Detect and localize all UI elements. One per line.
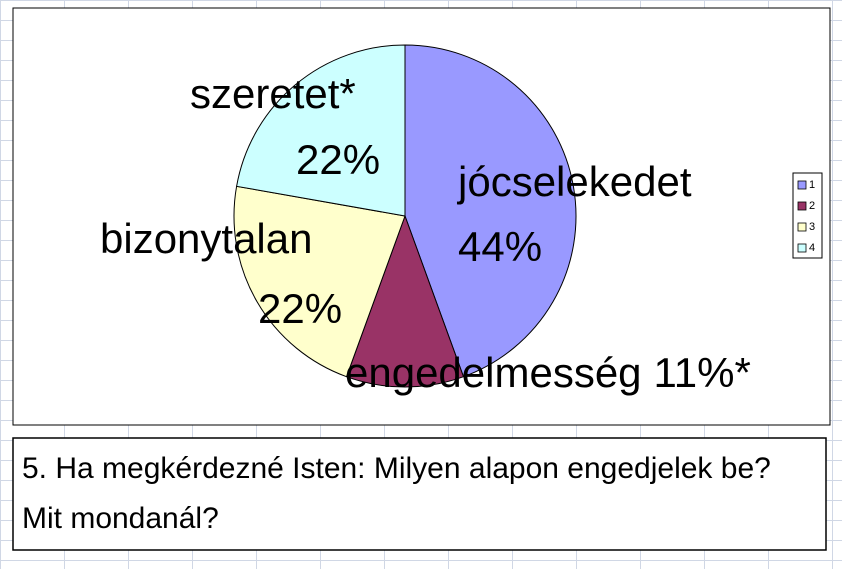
legend-label: 2 [809, 200, 815, 212]
pie-slice [404, 44, 577, 378]
legend-box [792, 172, 823, 259]
label-name: jócselekedet [456, 158, 692, 205]
legend-label: 1 [809, 179, 815, 191]
caption-line: 5. Ha megkérdezné Isten: Milyen alapon e… [22, 452, 771, 485]
legend-label: 4 [809, 242, 815, 254]
label-name: engedelmesség [345, 349, 642, 396]
legend-label: 3 [809, 221, 815, 233]
pie-slice [345, 214, 465, 388]
data-label: jócselekedet 44% [456, 158, 692, 270]
label-name: bizonytalan [100, 215, 312, 262]
label-value: 11%* [654, 349, 751, 396]
pie-slice [236, 44, 406, 217]
text-box [12, 437, 827, 551]
label-value: 22% [258, 285, 342, 332]
data-label: szeretet* 22% [190, 70, 380, 183]
label-value: 22% [296, 136, 380, 183]
data-label: engedelmesség 11%* [345, 349, 751, 396]
legend-swatch [797, 243, 807, 253]
legend-swatch [797, 201, 807, 211]
data-label: bizonytalan 22% [100, 215, 342, 332]
pie-slice [233, 185, 406, 378]
label-value: 44% [458, 223, 542, 270]
caption-line: Mit mondanál? [22, 502, 219, 535]
caption: 5. Ha megkérdezné Isten: Milyen alapon e… [22, 452, 771, 535]
label-name: szeretet* [190, 70, 356, 117]
legend-swatch [797, 180, 807, 190]
legend-swatch [797, 222, 807, 232]
